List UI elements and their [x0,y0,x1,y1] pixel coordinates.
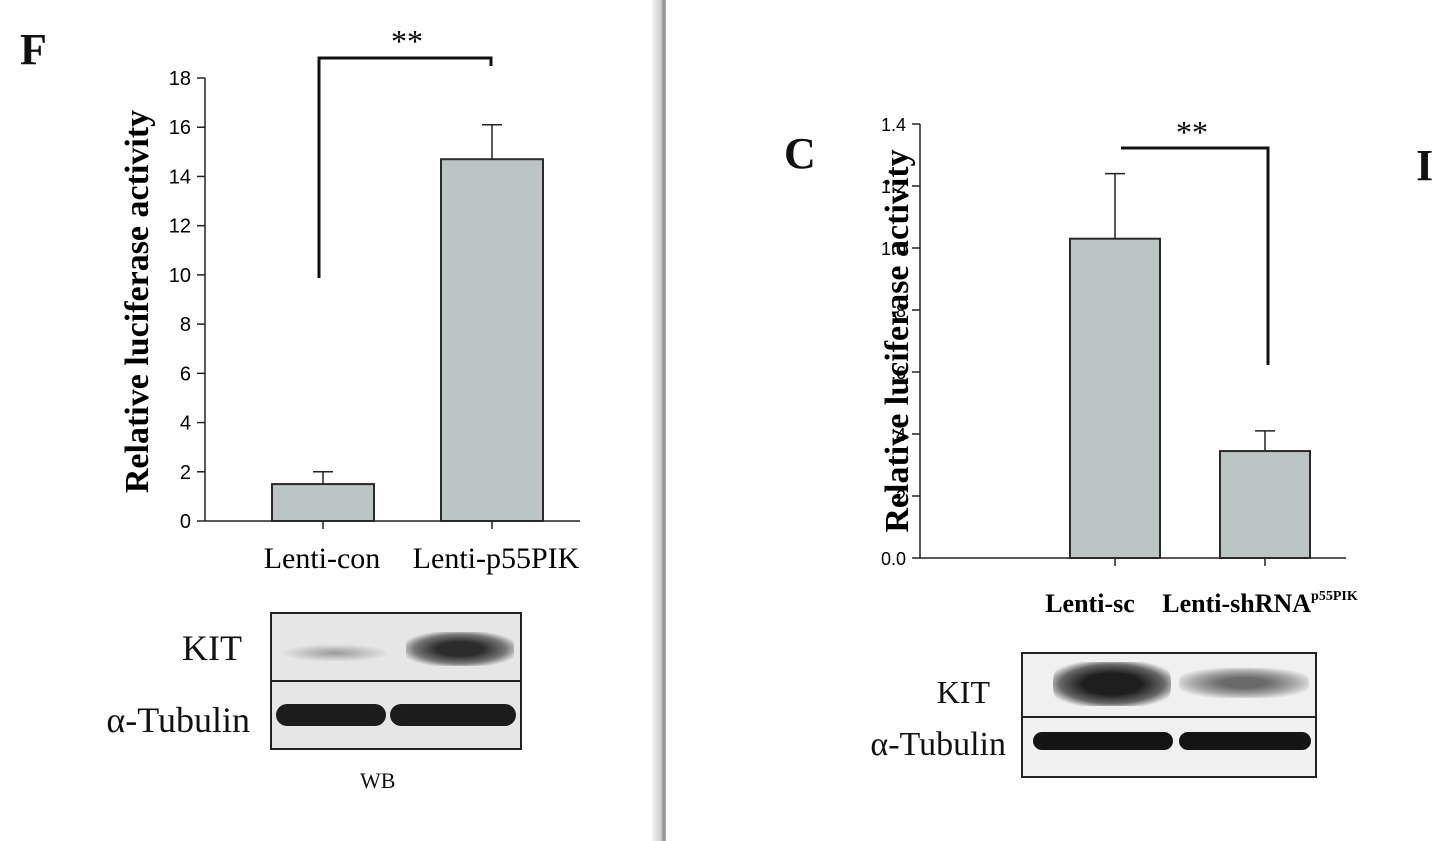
kit-band-con [280,644,390,662]
y-tick-label: 2 [180,462,191,484]
y-tick-label: 16 [169,117,191,139]
right-page: C I 0.0 .2 .4 .6 .8 1.0 1.2 1.4 Relative lucifer… [666,0,1434,841]
y-tick-label: .4 [891,425,906,445]
western-blot-f [270,612,522,750]
x-tick-label: Lenti-con [264,542,381,575]
blot-caption-wb: WB [360,768,396,793]
bar-lenti-sc [1069,237,1161,559]
panel-letter-f: F [20,25,47,74]
tubulin-band-p55pik [390,704,516,726]
y-tick-label: 1.4 [881,115,906,135]
y-tick-label: .6 [891,363,906,383]
y-tick-label: 6 [180,363,191,385]
tubulin-band-shrna [1179,732,1311,750]
x-tick-label: Lenti-sc [1045,589,1135,618]
kit-band-shrna [1179,668,1309,698]
y-tick-label: 12 [169,216,191,238]
y-axis-label: Relative luciferase activity [119,110,156,493]
y-tick-label: 4 [180,413,191,435]
bar-lenti-p55pik [440,158,544,522]
y-tick-label: 1.0 [881,239,906,259]
y-axis-label: Relative luciferase activity [879,149,916,532]
significance-marker: ** [1176,114,1208,150]
y-tick-label: 14 [169,166,191,188]
y-tick-label: 8 [180,314,191,336]
left-page: F 0 2 4 6 8 10 12 14 16 18 Relative luciferase act… [0,0,660,841]
x-tick-label: Lenti-shRNAp55PIK [1162,589,1358,618]
y-tick-label: 0 [180,511,191,533]
y-tick-label: 10 [169,265,191,287]
luciferase-chart-f: 0 2 4 6 8 10 12 14 16 18 Relative luciferase activ… [119,23,580,575]
significance-bracket [317,56,493,278]
significance-bracket [1121,146,1270,365]
bar-lenti-shrna [1219,450,1311,559]
y-tick-label: 1.2 [881,177,906,197]
tubulin-band-sc [1033,732,1173,750]
x-tick-label-superscript: p55PIK [1311,589,1358,604]
western-blot-c [1021,652,1317,778]
x-tick-label: Lenti-p55PIK [413,542,580,575]
significance-marker: ** [391,23,423,59]
y-tick-label: 18 [169,68,191,90]
bar-lenti-con [271,483,375,523]
y-tick-label: .2 [891,487,906,507]
blot-label-kit: KIT [936,674,990,710]
blot-divider [272,680,520,682]
cut-panel-letter: I [1416,141,1434,190]
y-tick-label: 0.0 [881,549,906,569]
kit-band-sc [1053,662,1171,706]
kit-band-p55pik [406,632,514,666]
blot-label-tubulin: α-Tubulin [870,726,1006,763]
blot-divider [1023,716,1315,718]
tubulin-band-con [276,704,386,726]
y-tick-label: .8 [891,301,906,321]
panel-letter-c: C [784,129,816,178]
blot-label-tubulin: α-Tubulin [106,700,250,740]
book-gutter [652,0,668,841]
luciferase-chart-c: 0.0 .2 .4 .6 .8 1.0 1.2 1.4 Relative luciferase … [879,114,1358,618]
blot-label-kit: KIT [182,628,242,668]
